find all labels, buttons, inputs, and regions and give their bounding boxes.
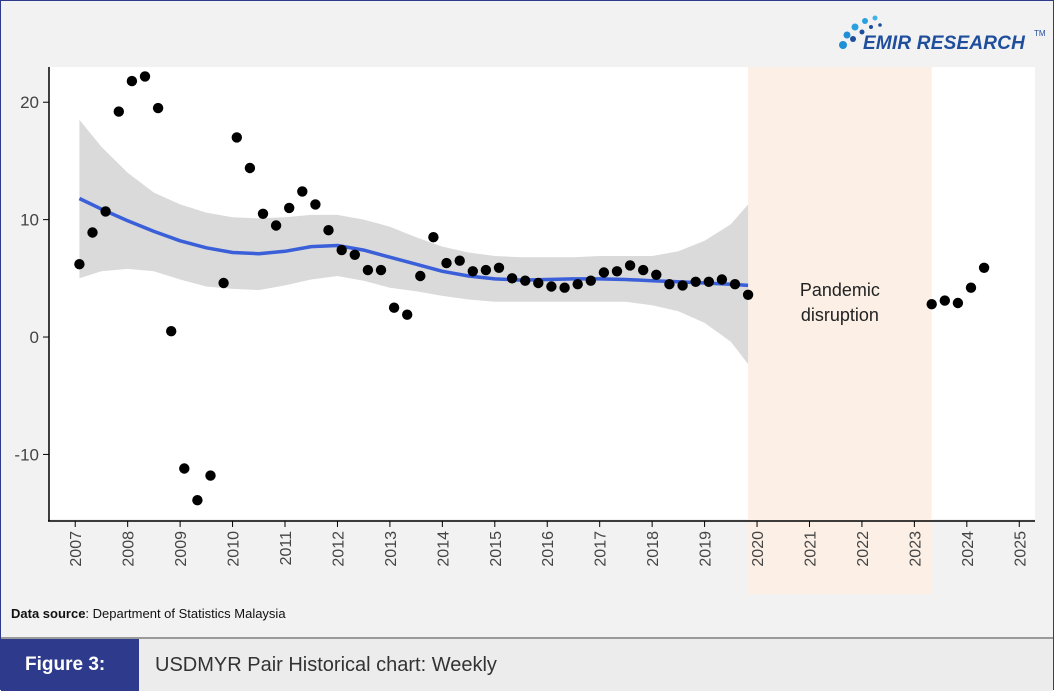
data-point [729,279,741,290]
data-source-label: Data source [11,606,86,621]
figure-number-label: Figure 3: [1,639,139,691]
x-tick-label: 2010 [226,531,243,567]
logo-dots-icon [839,15,882,49]
data-point [166,326,177,337]
data-point [218,277,229,289]
data-point [493,262,505,273]
x-tick-label: 2019 [698,531,715,567]
data-point [349,249,360,260]
data-point [703,276,714,287]
data-point [362,264,374,276]
x-tick-label: 2022 [855,531,872,567]
y-tick-label: 20 [20,93,39,112]
data-point [257,208,269,219]
data-point [388,302,400,313]
data-point [559,282,570,293]
data-point [611,266,623,277]
data-point [284,202,295,214]
pandemic-shaded-region [748,67,932,594]
x-tick-label: 2011 [278,531,295,566]
x-tick-label: 2012 [331,531,348,567]
data-point [126,75,138,87]
x-tick-label: 2015 [488,531,505,567]
data-point [480,264,492,276]
data-point [978,262,990,273]
confidence-band [79,119,749,364]
data-point [742,289,754,300]
data-point [716,274,728,285]
data-point [939,295,950,306]
trend-line [78,196,749,288]
data-point [520,275,531,286]
data-point [139,71,151,82]
data-point [638,264,649,276]
data-point [952,297,964,309]
data-source-text: : Department of Statistics Malaysia [85,606,286,621]
x-tick-label: 2008 [121,531,138,567]
x-tick-label: 2016 [540,531,557,567]
data-point [402,309,413,320]
data-point [546,281,557,292]
figure-caption-bar: Figure 3: USDMYR Pair Historical chart: … [1,637,1053,691]
data-point [664,279,675,290]
y-tick-label: -10 [14,445,39,464]
data-point [624,260,636,271]
data-point [192,495,203,506]
data-point [179,463,190,474]
data-point [454,255,465,266]
data-point [244,162,256,174]
data-point [598,267,610,278]
x-tick-label: 2013 [383,531,400,567]
data-point [87,227,98,238]
data-point [677,280,688,291]
data-point [270,220,282,231]
logo-text: EMIR RESEARCH [863,33,1026,54]
figure-title: USDMYR Pair Historical chart: Weekly [155,654,497,676]
data-point [336,244,347,256]
data-point [965,282,977,293]
x-tick-label: 2007 [68,531,85,567]
data-point [205,470,216,481]
data-point [297,186,308,197]
data-point [572,279,583,290]
x-tick-label: 2009 [173,531,190,567]
data-point [651,269,662,280]
data-point [585,275,596,286]
x-tick-label: 2024 [960,531,977,567]
data-point [506,273,518,284]
logo-trademark: TM [1034,29,1046,38]
data-point [441,257,452,269]
data-point [428,232,439,243]
y-tick-label: 0 [30,328,39,347]
data-point [74,259,85,270]
x-tick-label: 2014 [435,531,452,567]
data-point [231,132,242,143]
data-point [310,199,321,210]
x-tick-label: 2018 [645,531,662,567]
x-tick-label: 2017 [593,531,610,567]
x-tick-label: 2020 [750,531,767,567]
data-point [113,106,125,117]
emir-research-logo: EMIR RESEARCH TM [833,13,1048,61]
data-point [533,277,544,289]
data-point [323,225,334,236]
data-point [467,266,478,277]
scatter-chart: 2007 2008 2009 2010 2011 2012 2013 2014 2015 2016… [14,67,1035,594]
y-tick-label: 10 [20,211,39,230]
data-point [152,102,164,114]
data-point [100,206,111,217]
x-tick-label: 2021 [803,531,820,567]
data-point [690,276,701,287]
annotation-line-2: disruption [801,305,879,325]
x-tick-label: 2023 [907,531,924,567]
data-source-note: Data source: Department of Statistics Ma… [11,606,286,621]
annotation-line-1: Pandemic [800,280,880,300]
data-point [415,270,426,282]
data-point [375,264,387,276]
data-point [926,299,937,310]
x-tick-label: 2025 [1012,531,1029,567]
